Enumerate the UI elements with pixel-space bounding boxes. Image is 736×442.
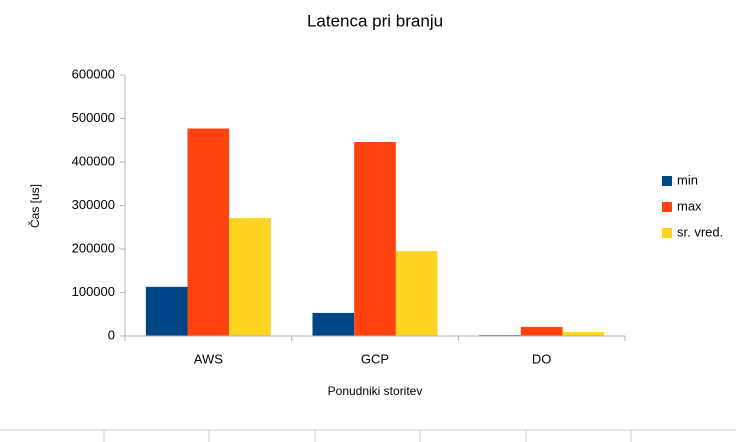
y-tick-label: 300000 xyxy=(72,197,115,212)
legend-label: max xyxy=(677,198,702,213)
y-tick-label: 500000 xyxy=(72,110,115,125)
bar xyxy=(229,218,271,336)
page-footer xyxy=(0,429,736,442)
y-tick-label: 400000 xyxy=(72,153,115,168)
y-tick-label: 0 xyxy=(108,327,115,342)
legend-swatch xyxy=(662,228,672,238)
legend-swatch xyxy=(662,176,672,186)
bar xyxy=(395,251,438,336)
bar xyxy=(312,312,355,336)
bar xyxy=(187,128,230,336)
y-tick-label: 600000 xyxy=(72,66,115,81)
legend-swatch xyxy=(662,202,672,212)
x-tick-label: DO xyxy=(532,351,552,366)
x-axis-label: Ponudniki storitev xyxy=(328,384,423,398)
legend-label: sr. vred. xyxy=(677,224,723,239)
x-tick-label: GCP xyxy=(361,351,389,366)
y-tick-label: 100000 xyxy=(72,284,115,299)
chart-title: Latenca pri branju xyxy=(307,11,443,30)
x-tick-label: AWS xyxy=(194,351,223,366)
legend-label: min xyxy=(677,172,698,187)
y-axis-label: Čas [us] xyxy=(27,184,42,228)
bar xyxy=(520,326,563,336)
bar xyxy=(354,141,396,336)
y-tick-label: 200000 xyxy=(72,240,115,255)
bar xyxy=(562,332,605,336)
bar xyxy=(145,286,188,336)
